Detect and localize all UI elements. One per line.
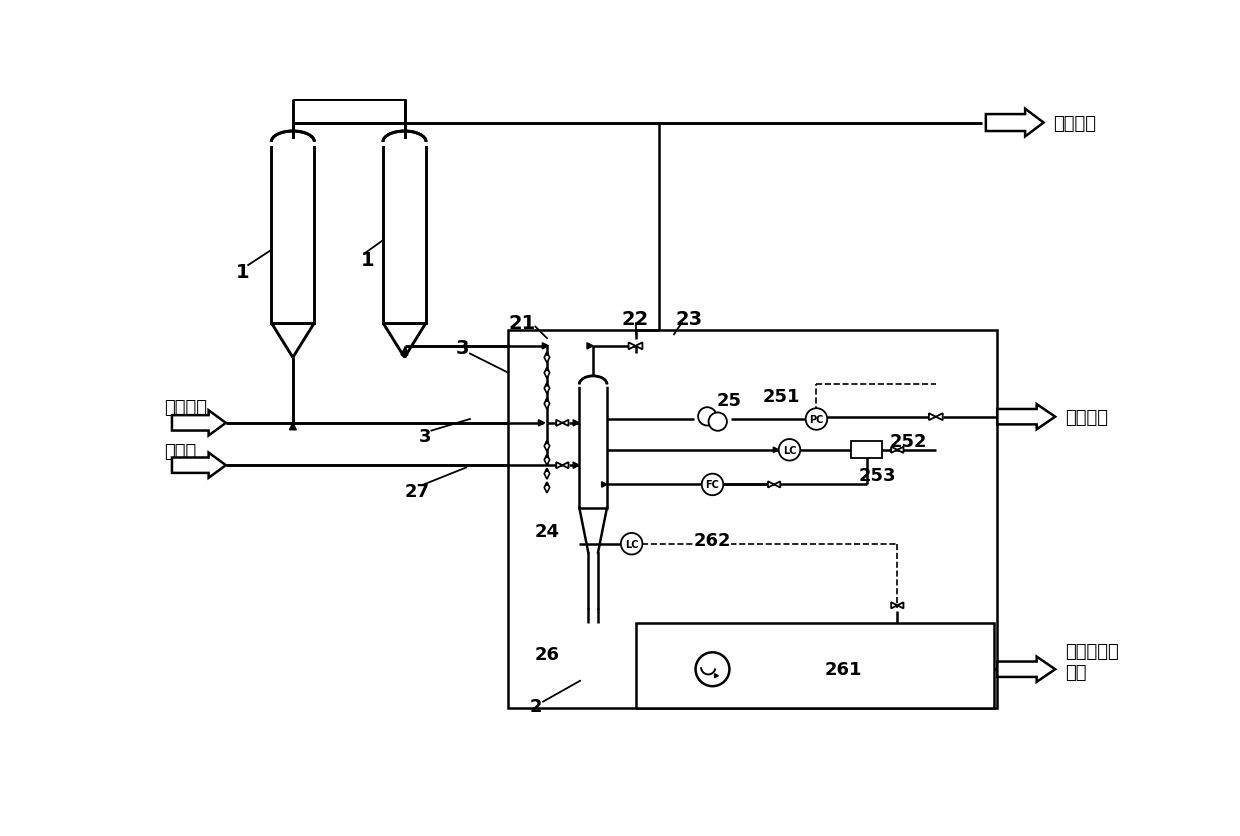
- Text: 261: 261: [825, 660, 862, 679]
- Text: 26: 26: [534, 645, 559, 663]
- Text: 1: 1: [361, 251, 374, 270]
- Text: 253: 253: [859, 466, 897, 485]
- Bar: [383, 143, 427, 324]
- Polygon shape: [573, 421, 579, 426]
- Polygon shape: [986, 110, 1044, 137]
- Circle shape: [779, 440, 800, 461]
- Text: 冲洗油: 冲洗油: [164, 443, 196, 461]
- Text: 252: 252: [889, 432, 928, 450]
- Polygon shape: [892, 603, 898, 609]
- Polygon shape: [289, 423, 296, 431]
- Polygon shape: [892, 447, 898, 453]
- Text: 2: 2: [529, 697, 542, 716]
- Text: 1: 1: [236, 263, 249, 281]
- Bar: [851, 441, 882, 459]
- Text: 262: 262: [693, 531, 730, 549]
- Polygon shape: [546, 469, 548, 472]
- Polygon shape: [563, 421, 568, 426]
- Polygon shape: [172, 410, 226, 436]
- Text: 24: 24: [534, 522, 559, 540]
- Polygon shape: [774, 482, 780, 488]
- Bar: [272, 143, 315, 324]
- Text: 21: 21: [508, 314, 536, 333]
- Polygon shape: [544, 455, 549, 466]
- Polygon shape: [538, 421, 544, 426]
- Text: 22: 22: [622, 310, 649, 329]
- Polygon shape: [546, 455, 548, 458]
- Polygon shape: [544, 469, 549, 480]
- Bar: [635, 624, 993, 708]
- Text: 23: 23: [676, 310, 703, 329]
- Bar: [579, 385, 608, 508]
- Polygon shape: [929, 414, 936, 421]
- Polygon shape: [997, 405, 1055, 430]
- Text: FC: FC: [706, 480, 719, 490]
- Polygon shape: [544, 482, 549, 493]
- Text: 火炬系统: 火炬系统: [1065, 408, 1109, 426]
- Polygon shape: [997, 657, 1055, 682]
- Polygon shape: [714, 674, 718, 678]
- Text: 25: 25: [717, 391, 742, 410]
- Polygon shape: [898, 447, 904, 453]
- Polygon shape: [546, 368, 548, 371]
- Polygon shape: [542, 344, 548, 349]
- Text: 3: 3: [419, 427, 432, 446]
- Polygon shape: [629, 343, 635, 350]
- Polygon shape: [546, 441, 548, 444]
- Polygon shape: [768, 482, 774, 488]
- Polygon shape: [635, 343, 642, 350]
- Text: LC: LC: [782, 446, 796, 456]
- Bar: [508, 331, 997, 708]
- Polygon shape: [544, 368, 549, 379]
- Circle shape: [621, 533, 642, 555]
- Polygon shape: [936, 414, 942, 421]
- Text: 251: 251: [763, 387, 801, 405]
- Polygon shape: [563, 462, 568, 469]
- Polygon shape: [557, 421, 563, 426]
- Circle shape: [806, 409, 827, 431]
- Polygon shape: [898, 603, 904, 609]
- Text: 反应进料: 反应进料: [164, 399, 207, 417]
- Polygon shape: [544, 399, 549, 410]
- Polygon shape: [546, 482, 548, 486]
- Polygon shape: [774, 447, 779, 453]
- Polygon shape: [544, 384, 549, 394]
- Text: PC: PC: [810, 415, 823, 425]
- Polygon shape: [172, 453, 226, 478]
- Polygon shape: [544, 441, 549, 451]
- Circle shape: [698, 408, 717, 426]
- Circle shape: [696, 653, 729, 686]
- Polygon shape: [546, 399, 548, 402]
- Circle shape: [702, 474, 723, 496]
- Polygon shape: [401, 349, 408, 355]
- Text: 27: 27: [405, 482, 430, 500]
- Circle shape: [708, 413, 727, 431]
- Polygon shape: [544, 353, 549, 364]
- Polygon shape: [557, 462, 563, 469]
- Polygon shape: [573, 462, 579, 469]
- Text: LC: LC: [625, 539, 639, 549]
- Polygon shape: [587, 344, 593, 349]
- Polygon shape: [546, 384, 548, 386]
- Text: 原料油回炼
系统: 原料油回炼 系统: [1065, 642, 1118, 681]
- Polygon shape: [546, 353, 548, 355]
- Text: 反应产物: 反应产物: [1053, 115, 1096, 132]
- Text: 3: 3: [455, 339, 469, 358]
- Polygon shape: [601, 482, 608, 487]
